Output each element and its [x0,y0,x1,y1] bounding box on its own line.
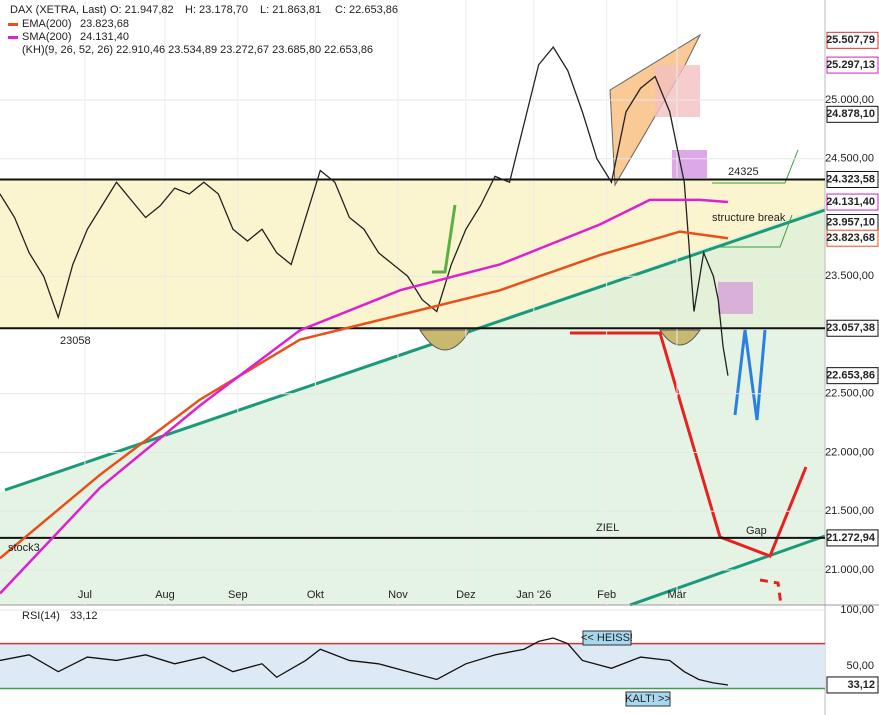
legend-name: SMA(200) [22,31,72,43]
x-tick-label: Sep [228,589,248,601]
x-tick-label: Jul [78,589,92,601]
level-label: 21.272,94 [826,532,876,544]
y-tick-label: 21.500,00 [825,505,874,517]
box-violet [672,150,707,178]
legend-swatch [8,36,18,39]
hand-arrow [733,329,767,421]
note: KALT! >> [625,693,671,705]
trend-area [0,206,825,605]
y-tick-label: 22.500,00 [825,388,874,400]
trend-line-low [629,534,826,607]
legend-title: DAX (XETRA, Last) [10,4,107,16]
level-box [826,529,879,547]
legend-indicator: (KH)(9, 26, 52, 26) 22.910,46 23.534,89 … [22,44,373,56]
y-tick-label: 25.000,00 [825,94,874,106]
pattern-arcs [419,329,701,351]
level-box [826,56,879,74]
level-box [826,31,879,49]
note: << HEISS! [581,632,633,644]
hand-arrow [432,204,457,274]
annotation: 24325 [728,166,759,178]
legend-swatch [8,23,18,26]
y-tick-label: 23.500,00 [825,270,874,282]
x-tick-label: Mär [668,589,687,601]
annotation: stock3 [8,542,40,554]
level-box [826,319,879,337]
x-tick-label: Feb [597,589,616,601]
level-box [826,193,879,211]
level-label: 23.057,38 [826,322,875,334]
value-box [826,676,879,694]
level-label: 25.507,79 [826,34,875,46]
box-violet [718,282,753,314]
level-box [826,229,879,247]
level-label: 23.957,10 [826,216,875,228]
series-line [0,230,729,560]
x-tick-label: Dez [456,589,476,601]
y-tick-label: 50,00 [846,660,874,672]
level-box [826,367,879,385]
x-tick-label: Aug [155,589,175,601]
annotation: 23058 [60,335,91,347]
value-box-label: 33,12 [847,679,875,691]
y-tick-label: 21.000,00 [825,564,874,576]
level-label: 22.653,86 [826,370,875,382]
hand-arrow [759,578,783,606]
legend-value: 23.823,68 [80,18,129,30]
hand-arrow [712,149,799,248]
annotation: structure break [712,212,786,224]
x-tick-label: Okt [307,589,324,601]
legend-name: EMA(200) [22,18,72,30]
level-box [826,170,879,188]
level-label: 24.131,40 [826,196,875,208]
rsi-value: 33,12 [70,610,98,622]
y-tick-label: 24.500,00 [825,153,874,165]
note-box [625,691,671,707]
series-line [0,637,729,686]
box-pink [655,65,700,117]
y-tick-label: 22.000,00 [825,446,874,458]
rsi-title: RSI(14) [22,610,60,622]
y-tick-label: 100,00 [840,604,874,616]
x-tick-label: Jan '26 [516,589,551,601]
x-tick-label: Nov [388,589,408,601]
ohlc: H: 23.178,70 [185,4,248,16]
level-label: 24.878,10 [826,108,875,120]
note-box [582,630,632,646]
annotation: Gap [746,525,767,537]
annotation: ZIEL [596,522,619,534]
level-label: 23.823,68 [826,232,875,244]
legend-value: 24.131,40 [80,31,129,43]
level-box [826,105,879,123]
series-line [0,198,729,595]
level-label: 25.297,13 [826,59,875,71]
level-label: 24.323,58 [826,173,875,185]
ohlc: C: 22.653,86 [335,4,398,16]
ohlc: O: 21.947,82 [110,4,174,16]
series-line [0,46,729,376]
ohlc: L: 21.863,81 [260,4,321,16]
